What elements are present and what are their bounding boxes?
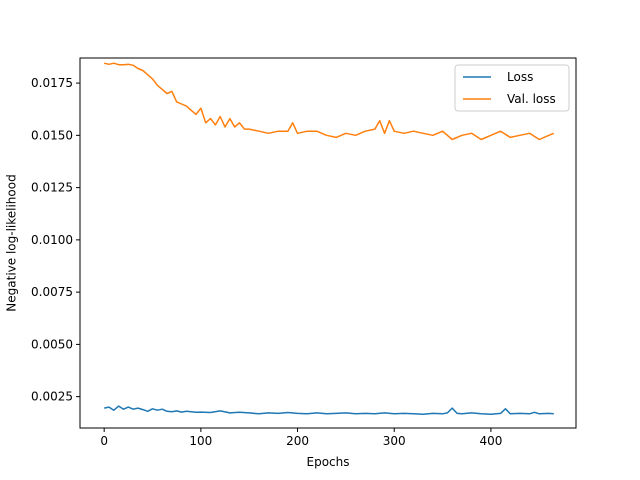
x-axis-label: Epochs — [307, 455, 350, 469]
y-tick-label: 0.0150 — [31, 128, 73, 142]
series-line-val-loss — [104, 62, 555, 141]
y-tick-label: 0.0050 — [31, 337, 73, 351]
legend-label-loss: Loss — [507, 70, 533, 84]
series-line-loss — [104, 405, 554, 415]
y-axis-label: Negative log-likelihood — [5, 174, 19, 311]
y-tick-label: 0.0100 — [31, 233, 73, 247]
axes-frame — [79, 57, 577, 429]
x-axis: 0 100 200 300 400 — [100, 428, 502, 448]
legend: Loss Val. loss — [454, 64, 570, 112]
y-axis: 0.0025 0.0050 0.0075 0.0100 0.0125 0.0150 0.01… — [31, 76, 80, 404]
legend-label-val-loss: Val. loss — [507, 92, 556, 106]
x-tick-label: 100 — [189, 434, 212, 448]
y-tick-label: 0.0025 — [31, 390, 73, 404]
x-tick-label: 400 — [479, 434, 502, 448]
x-tick-label: 0 — [100, 434, 108, 448]
x-tick-label: 200 — [286, 434, 309, 448]
x-tick-label: 300 — [383, 434, 406, 448]
y-tick-label: 0.0125 — [31, 181, 73, 195]
series-layer — [104, 62, 555, 415]
y-tick-label: 0.0075 — [31, 285, 73, 299]
y-tick-label: 0.0175 — [31, 76, 73, 90]
